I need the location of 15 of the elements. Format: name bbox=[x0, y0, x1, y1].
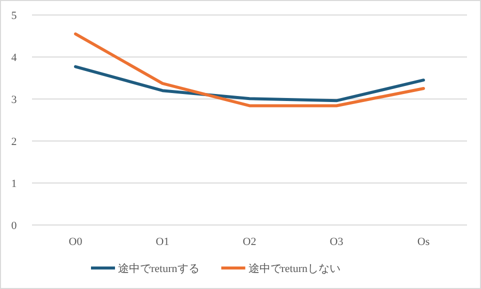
x-tick-label: O2 bbox=[242, 236, 256, 248]
x-tick-label: Os bbox=[417, 236, 430, 248]
y-tick-label: 1 bbox=[11, 178, 17, 190]
y-tick-label: 2 bbox=[11, 136, 17, 148]
x-tick-label: O1 bbox=[156, 236, 170, 248]
y-tick-label: 4 bbox=[11, 52, 18, 64]
legend-label: 途中でreturnする bbox=[118, 262, 200, 275]
y-tick-label: 0 bbox=[11, 220, 18, 232]
x-tick-label: O3 bbox=[330, 236, 344, 248]
y-tick-label: 3 bbox=[11, 94, 18, 106]
x-tick-label: O0 bbox=[68, 236, 83, 248]
legend-label: 途中でreturnしない bbox=[248, 262, 341, 275]
y-tick-label: 5 bbox=[11, 10, 18, 22]
line-series bbox=[74, 65, 425, 102]
line-series bbox=[74, 32, 425, 108]
